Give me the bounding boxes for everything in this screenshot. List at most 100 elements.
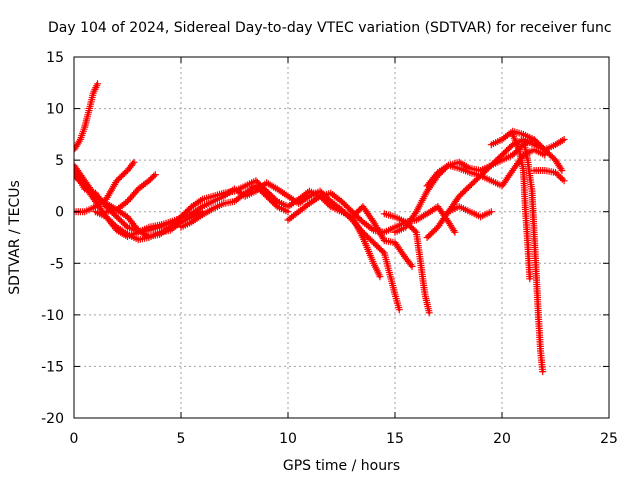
- data-point-marker: [539, 368, 547, 376]
- series-arc-09: [348, 203, 416, 270]
- data-point-marker: [507, 142, 515, 150]
- axis-ticks: 0 5 10 15 20 25 -20 -15 -10 -5 0 5 10 15: [41, 50, 618, 447]
- data-point-marker: [371, 240, 379, 248]
- data-point-marker: [526, 275, 534, 283]
- chart-title: Day 104 of 2024, Sidereal Day-to-day VTE…: [48, 20, 612, 36]
- data-point-marker: [535, 140, 543, 148]
- series-group: [74, 80, 568, 376]
- data-point-marker: [376, 273, 384, 281]
- data-point-marker: [110, 210, 118, 218]
- x-axis-label: GPS time / hours: [283, 458, 400, 474]
- data-point-marker: [553, 170, 561, 178]
- data-point-marker: [130, 190, 138, 198]
- data-point-marker: [357, 227, 365, 235]
- data-point-marker: [509, 151, 517, 159]
- data-point-marker: [114, 214, 122, 222]
- data-point-marker: [75, 176, 83, 184]
- data-point-marker: [347, 206, 355, 214]
- plot-frame: [73, 56, 610, 419]
- data-point-marker: [408, 262, 416, 270]
- y-axis-label: SDTVAR / TECUs: [7, 180, 23, 295]
- data-point-marker: [368, 216, 376, 224]
- data-point-marker: [129, 160, 137, 168]
- data-point-marker: [367, 236, 374, 244]
- x-tick-label: 10: [279, 431, 297, 447]
- data-point-marker: [263, 192, 271, 200]
- series-arc-14: [445, 203, 495, 221]
- data-point-marker: [74, 172, 78, 180]
- data-point-marker: [119, 171, 127, 179]
- data-point-marker: [353, 221, 361, 229]
- data-point-marker: [530, 136, 538, 143]
- y-tick-label: 5: [55, 153, 64, 169]
- data-point-marker: [547, 152, 555, 160]
- x-tick-label: 0: [70, 431, 79, 447]
- data-point-marker: [257, 186, 264, 194]
- data-point-marker: [552, 169, 559, 176]
- series-arc-07: [74, 172, 185, 240]
- data-point-marker: [458, 189, 466, 197]
- series-arc-15: [487, 127, 566, 174]
- data-point-marker: [426, 231, 434, 239]
- data-point-marker: [75, 137, 83, 145]
- x-tick-label: 20: [493, 431, 511, 447]
- y-tick-label: 0: [55, 205, 64, 221]
- data-point-marker: [269, 198, 277, 206]
- data-point-marker: [463, 185, 471, 193]
- x-tick-label: 5: [177, 431, 186, 447]
- data-point-marker: [117, 172, 125, 180]
- data-point-marker: [125, 196, 133, 204]
- data-point-marker: [147, 175, 154, 183]
- x-tick-label: 25: [600, 431, 618, 447]
- data-point-marker: [258, 188, 266, 196]
- y-tick-label: 15: [46, 50, 64, 66]
- data-point-marker: [428, 229, 436, 237]
- data-point-marker: [395, 306, 403, 314]
- data-point-marker: [411, 209, 419, 217]
- data-point-marker: [353, 209, 361, 216]
- data-point-marker: [407, 261, 415, 269]
- data-point-marker: [284, 208, 292, 216]
- series-arc-12: [423, 136, 568, 241]
- series-arc-17: [519, 136, 547, 376]
- data-point-marker: [272, 201, 280, 209]
- data-point-marker: [120, 220, 128, 228]
- data-point-marker: [457, 191, 465, 199]
- y-tick-label: -10: [41, 308, 64, 324]
- data-point-marker: [425, 309, 433, 317]
- data-point-marker: [270, 200, 278, 208]
- data-point-marker: [545, 150, 553, 158]
- data-point-marker: [379, 248, 387, 255]
- data-point-marker: [365, 234, 373, 242]
- series-arc-06: [102, 171, 159, 216]
- data-point-marker: [94, 80, 101, 88]
- data-point-marker: [347, 215, 355, 222]
- data-point-marker: [450, 227, 458, 235]
- data-point-marker: [451, 228, 459, 236]
- y-tick-label: 10: [46, 102, 64, 118]
- data-point-marker: [503, 147, 511, 155]
- data-point-marker: [504, 145, 512, 153]
- data-point-marker: [555, 172, 563, 180]
- data-point-marker: [360, 230, 368, 238]
- data-point-marker: [342, 202, 350, 210]
- data-point-marker: [359, 228, 367, 236]
- data-point-marker: [145, 177, 153, 185]
- data-point-marker: [560, 177, 568, 185]
- y-tick-label: -5: [50, 256, 64, 272]
- data-point-marker: [348, 213, 356, 221]
- series-arc-18: [530, 167, 568, 185]
- y-tick-label: -20: [41, 411, 64, 427]
- data-point-marker: [264, 194, 272, 202]
- data-point-marker: [487, 208, 495, 216]
- data-point-marker: [354, 207, 362, 215]
- data-point-marker: [408, 224, 416, 232]
- series-arc-19: [177, 182, 292, 231]
- data-point-marker: [151, 171, 159, 179]
- data-point-marker: [557, 174, 565, 181]
- data-point-marker: [344, 212, 352, 219]
- series-arc-03: [74, 167, 403, 314]
- data-point-marker: [474, 175, 481, 183]
